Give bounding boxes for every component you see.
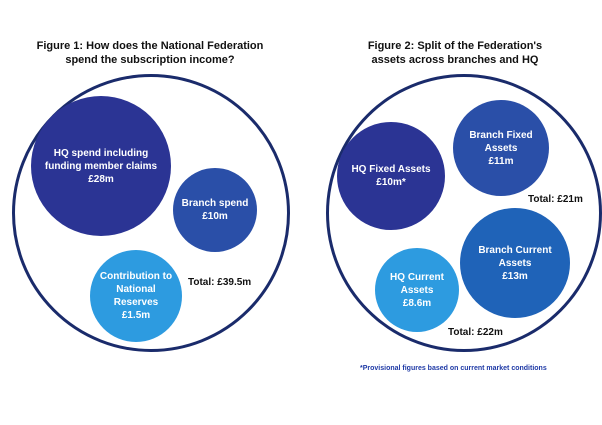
figure-1-title: Figure 1: How does the National Federati… — [30, 39, 270, 67]
bubble-branch-current-assets-value: £13m — [502, 270, 528, 282]
bubble-branch-spend: Branch spend £10m — [173, 168, 257, 252]
bubble-national-reserves: Contribution to National Reserves £1.5m — [90, 250, 182, 342]
footnote: *Provisional figures based on current ma… — [360, 365, 547, 372]
bubble-branch-fixed-assets: Branch Fixed Assets £11m — [453, 100, 549, 196]
bubble-hq-current-assets: HQ Current Assets £8.6m — [375, 248, 459, 332]
figure-2-title: Figure 2: Split of the Federation's asse… — [330, 39, 580, 67]
figure-1-title-line-1: Figure 1: How does the National Federati… — [36, 40, 264, 52]
figure-2-total-current: Total: £22m — [448, 327, 503, 338]
figure-1-total: Total: £39.5m — [188, 277, 252, 288]
bubble-hq-current-assets-value: £8.6m — [402, 297, 432, 309]
figure-1-title-line-2: spend the subscription income? — [65, 54, 235, 66]
figure-2-title-line-2: assets across branches and HQ — [371, 54, 539, 66]
bubble-hq-spend: HQ spend including funding member claims… — [31, 96, 171, 236]
figure-2-total-fixed: Total: £21m — [528, 194, 583, 205]
bubble-national-reserves-label-2: National Reserves — [113, 284, 159, 308]
bubble-national-reserves-label-1: Contribution to — [99, 271, 173, 282]
bubble-hq-fixed-assets: HQ Fixed Assets £10m* — [337, 122, 445, 230]
bubble-branch-spend-label: Branch spend — [181, 198, 249, 209]
bubble-hq-spend-label-1: HQ spend including — [53, 147, 149, 159]
bubble-national-reserves-value: £1.5m — [121, 310, 151, 321]
bubble-branch-current-assets: Branch Current Assets £13m — [460, 208, 570, 318]
bubble-hq-spend-value: £28m — [88, 173, 114, 185]
bubble-hq-spend-label-2: funding member claims — [44, 160, 158, 172]
bubble-hq-fixed-assets-value: £10m* — [376, 177, 406, 188]
bubble-branch-fixed-assets-label: Branch Fixed Assets — [469, 129, 533, 154]
bubble-hq-current-assets-label-2: Assets — [400, 284, 434, 296]
figure-2-title-line-1: Figure 2: Split of the Federation's — [367, 40, 543, 52]
bubble-branch-current-assets-label-2: Assets — [498, 257, 532, 269]
bubble-branch-current-assets-label-1: Branch Current — [478, 244, 552, 256]
bubble-branch-spend-value: £10m — [202, 211, 228, 222]
bubble-hq-fixed-assets-label: HQ Fixed Assets — [351, 164, 431, 175]
bubble-hq-current-assets-label-1: HQ Current — [390, 271, 444, 283]
bubble-branch-fixed-assets-value: £11m — [488, 155, 514, 167]
